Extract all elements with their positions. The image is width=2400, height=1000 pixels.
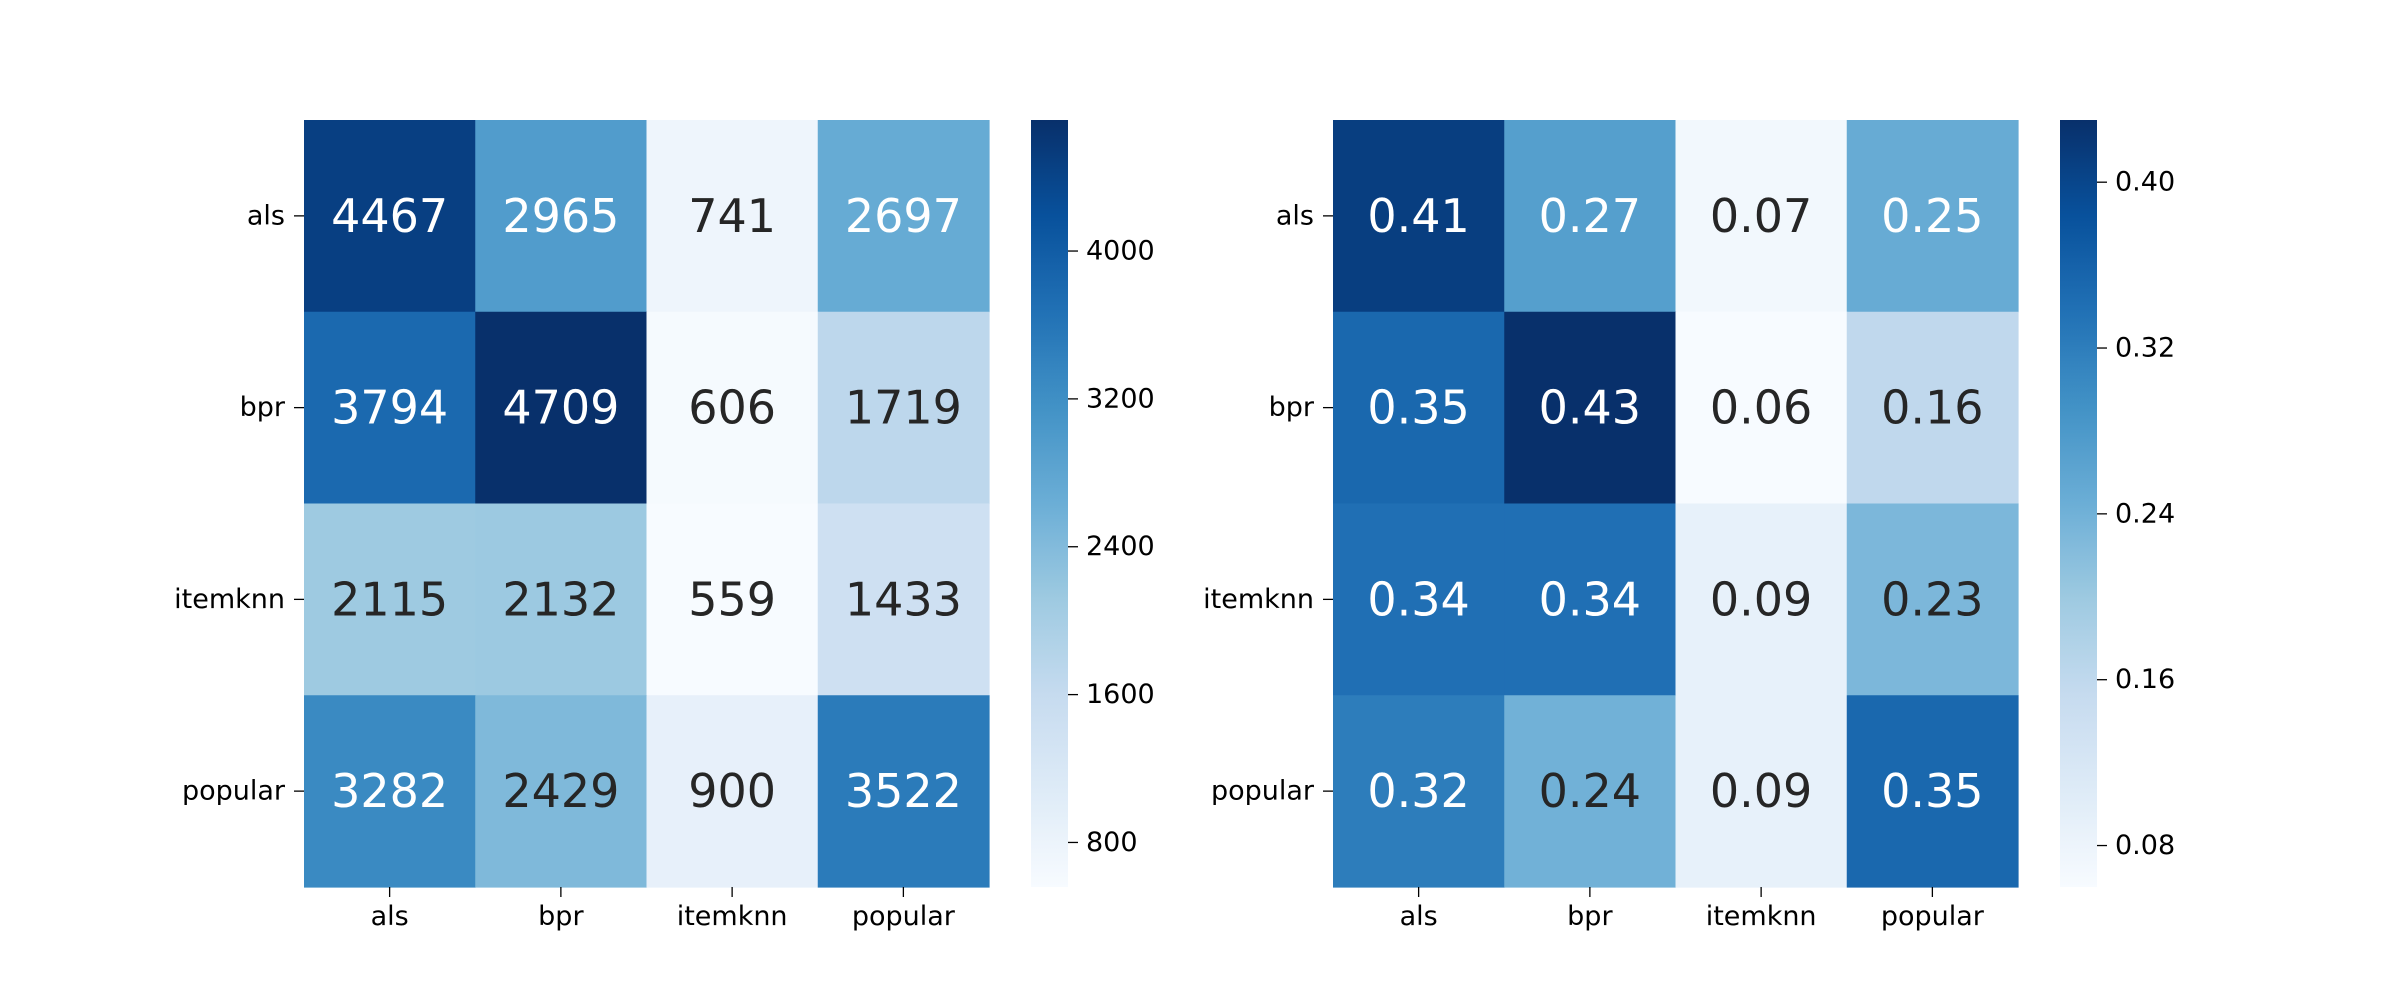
heatmap-cell	[1846, 311, 2019, 505]
colorbar-tick-label: 4000	[1086, 236, 1155, 267]
heatmap-cell	[304, 503, 476, 696]
cell-value-label: 1719	[845, 381, 962, 435]
heatmap-cell	[1846, 503, 2019, 696]
heatmap-cell	[475, 695, 648, 888]
cell-value-label: 0.25	[1881, 189, 1983, 243]
heatmap-cell	[1333, 695, 1505, 888]
x-tick-label: als	[371, 901, 409, 932]
cell-value-label: 0.34	[1367, 572, 1469, 626]
x-tick-label: popular	[1881, 901, 1985, 932]
cell-value-label: 2965	[502, 189, 619, 243]
heatmap-cell	[1504, 695, 1677, 888]
heatmap-cell	[1846, 120, 2019, 313]
colorbar	[1031, 120, 1068, 887]
heatmap-cell	[1333, 311, 1505, 505]
cell-value-label: 0.41	[1367, 189, 1469, 243]
heatmap-cell	[1675, 120, 1848, 313]
cell-value-label: 1433	[845, 572, 962, 626]
cell-value-label: 3282	[331, 764, 448, 818]
y-tick-label: popular	[182, 776, 286, 807]
heatmap-cell	[304, 311, 476, 505]
heatmap-cell	[475, 311, 648, 505]
cell-value-label: 0.09	[1710, 572, 1812, 626]
cell-value-label: 3794	[331, 381, 448, 435]
colorbar-tick-label: 0.40	[2115, 167, 2175, 198]
x-tick-label: itemknn	[677, 901, 788, 932]
colorbar-tick-label: 0.16	[2115, 664, 2175, 695]
cell-value-label: 0.09	[1710, 764, 1812, 818]
colorbar-tick-label: 0.32	[2115, 333, 2175, 364]
heatmap-cell	[1333, 120, 1505, 313]
heatmap-cell	[1675, 503, 1848, 696]
cell-value-label: 0.07	[1710, 189, 1812, 243]
heatmap-cell	[475, 120, 648, 313]
heatmap-cell	[1846, 695, 2019, 888]
heatmap-cell	[475, 503, 648, 696]
colorbar-tick-label: 0.08	[2115, 830, 2175, 861]
cell-value-label: 3522	[845, 764, 962, 818]
heatmap-cell	[817, 695, 990, 888]
heatmap-cell	[817, 120, 990, 313]
heatmap-cell	[646, 695, 819, 888]
heatmap-cell	[817, 503, 990, 696]
colorbar	[2060, 120, 2097, 887]
heatmap-cell	[304, 120, 476, 313]
cell-value-label: 2429	[502, 764, 619, 818]
cell-value-label: 0.27	[1539, 189, 1641, 243]
y-tick-label: als	[247, 200, 285, 231]
cell-value-label: 2697	[845, 189, 962, 243]
heatmap-cell	[304, 695, 476, 888]
colorbar-tick-label: 0.24	[2115, 498, 2175, 529]
x-tick-label: itemknn	[1706, 901, 1817, 932]
colorbar-tick-label: 3200	[1086, 383, 1155, 414]
heatmap-cell	[1504, 311, 1677, 505]
colorbar-tick-label: 1600	[1086, 679, 1155, 710]
heatmap-panel-2: 0.41 0.27 0.07 0.25 0.35 0.43 0.06 0.16 0.34 0.34…	[1203, 120, 2175, 932]
colorbar-tick-label: 800	[1086, 827, 1138, 858]
heatmap-panels: 4467 2965 741 2697 3794 4709 606 1719 2115 2132 55…	[174, 120, 2175, 932]
cell-value-label: 2115	[331, 572, 448, 626]
cell-value-label: 606	[688, 381, 776, 435]
y-tick-label: bpr	[1269, 392, 1315, 423]
x-tick-label: als	[1400, 901, 1438, 932]
cell-value-label: 0.32	[1367, 764, 1469, 818]
cell-value-label: 0.34	[1539, 572, 1641, 626]
heatmap-cell	[1504, 120, 1677, 313]
heatmap-cell	[817, 311, 990, 505]
heatmap-cell	[1675, 695, 1848, 888]
x-tick-label: bpr	[1567, 901, 1613, 932]
y-tick-label: bpr	[240, 392, 286, 423]
cell-value-label: 900	[688, 764, 776, 818]
cell-value-label: 4709	[502, 381, 619, 435]
x-tick-label: bpr	[538, 901, 584, 932]
y-tick-label: itemknn	[1203, 584, 1314, 615]
heatmap-cell	[646, 503, 819, 696]
y-tick-label: itemknn	[174, 584, 285, 615]
cell-value-label: 0.35	[1881, 764, 1983, 818]
x-tick-label: popular	[852, 901, 956, 932]
heatmap-cell	[1675, 311, 1848, 505]
cell-value-label: 741	[688, 189, 776, 243]
cell-value-label: 0.06	[1710, 381, 1812, 435]
heatmap-cell	[646, 120, 819, 313]
colorbar-tick-label: 2400	[1086, 531, 1155, 562]
heatmap-panel-1: 4467 2965 741 2697 3794 4709 606 1719 2115 2132 55…	[174, 120, 1155, 932]
heatmap-cell	[1504, 503, 1677, 696]
cell-value-label: 0.43	[1539, 381, 1641, 435]
cell-value-label: 0.24	[1539, 764, 1641, 818]
cell-value-label: 0.23	[1881, 572, 1983, 626]
heatmap-cell	[646, 311, 819, 505]
y-tick-label: als	[1276, 200, 1314, 231]
cell-value-label: 2132	[502, 572, 619, 626]
cell-value-label: 0.35	[1367, 381, 1469, 435]
cell-value-label: 0.16	[1881, 381, 1983, 435]
y-tick-label: popular	[1211, 776, 1315, 807]
heatmap-cell	[1333, 503, 1505, 696]
cell-value-label: 559	[688, 572, 776, 626]
cell-value-label: 4467	[331, 189, 448, 243]
